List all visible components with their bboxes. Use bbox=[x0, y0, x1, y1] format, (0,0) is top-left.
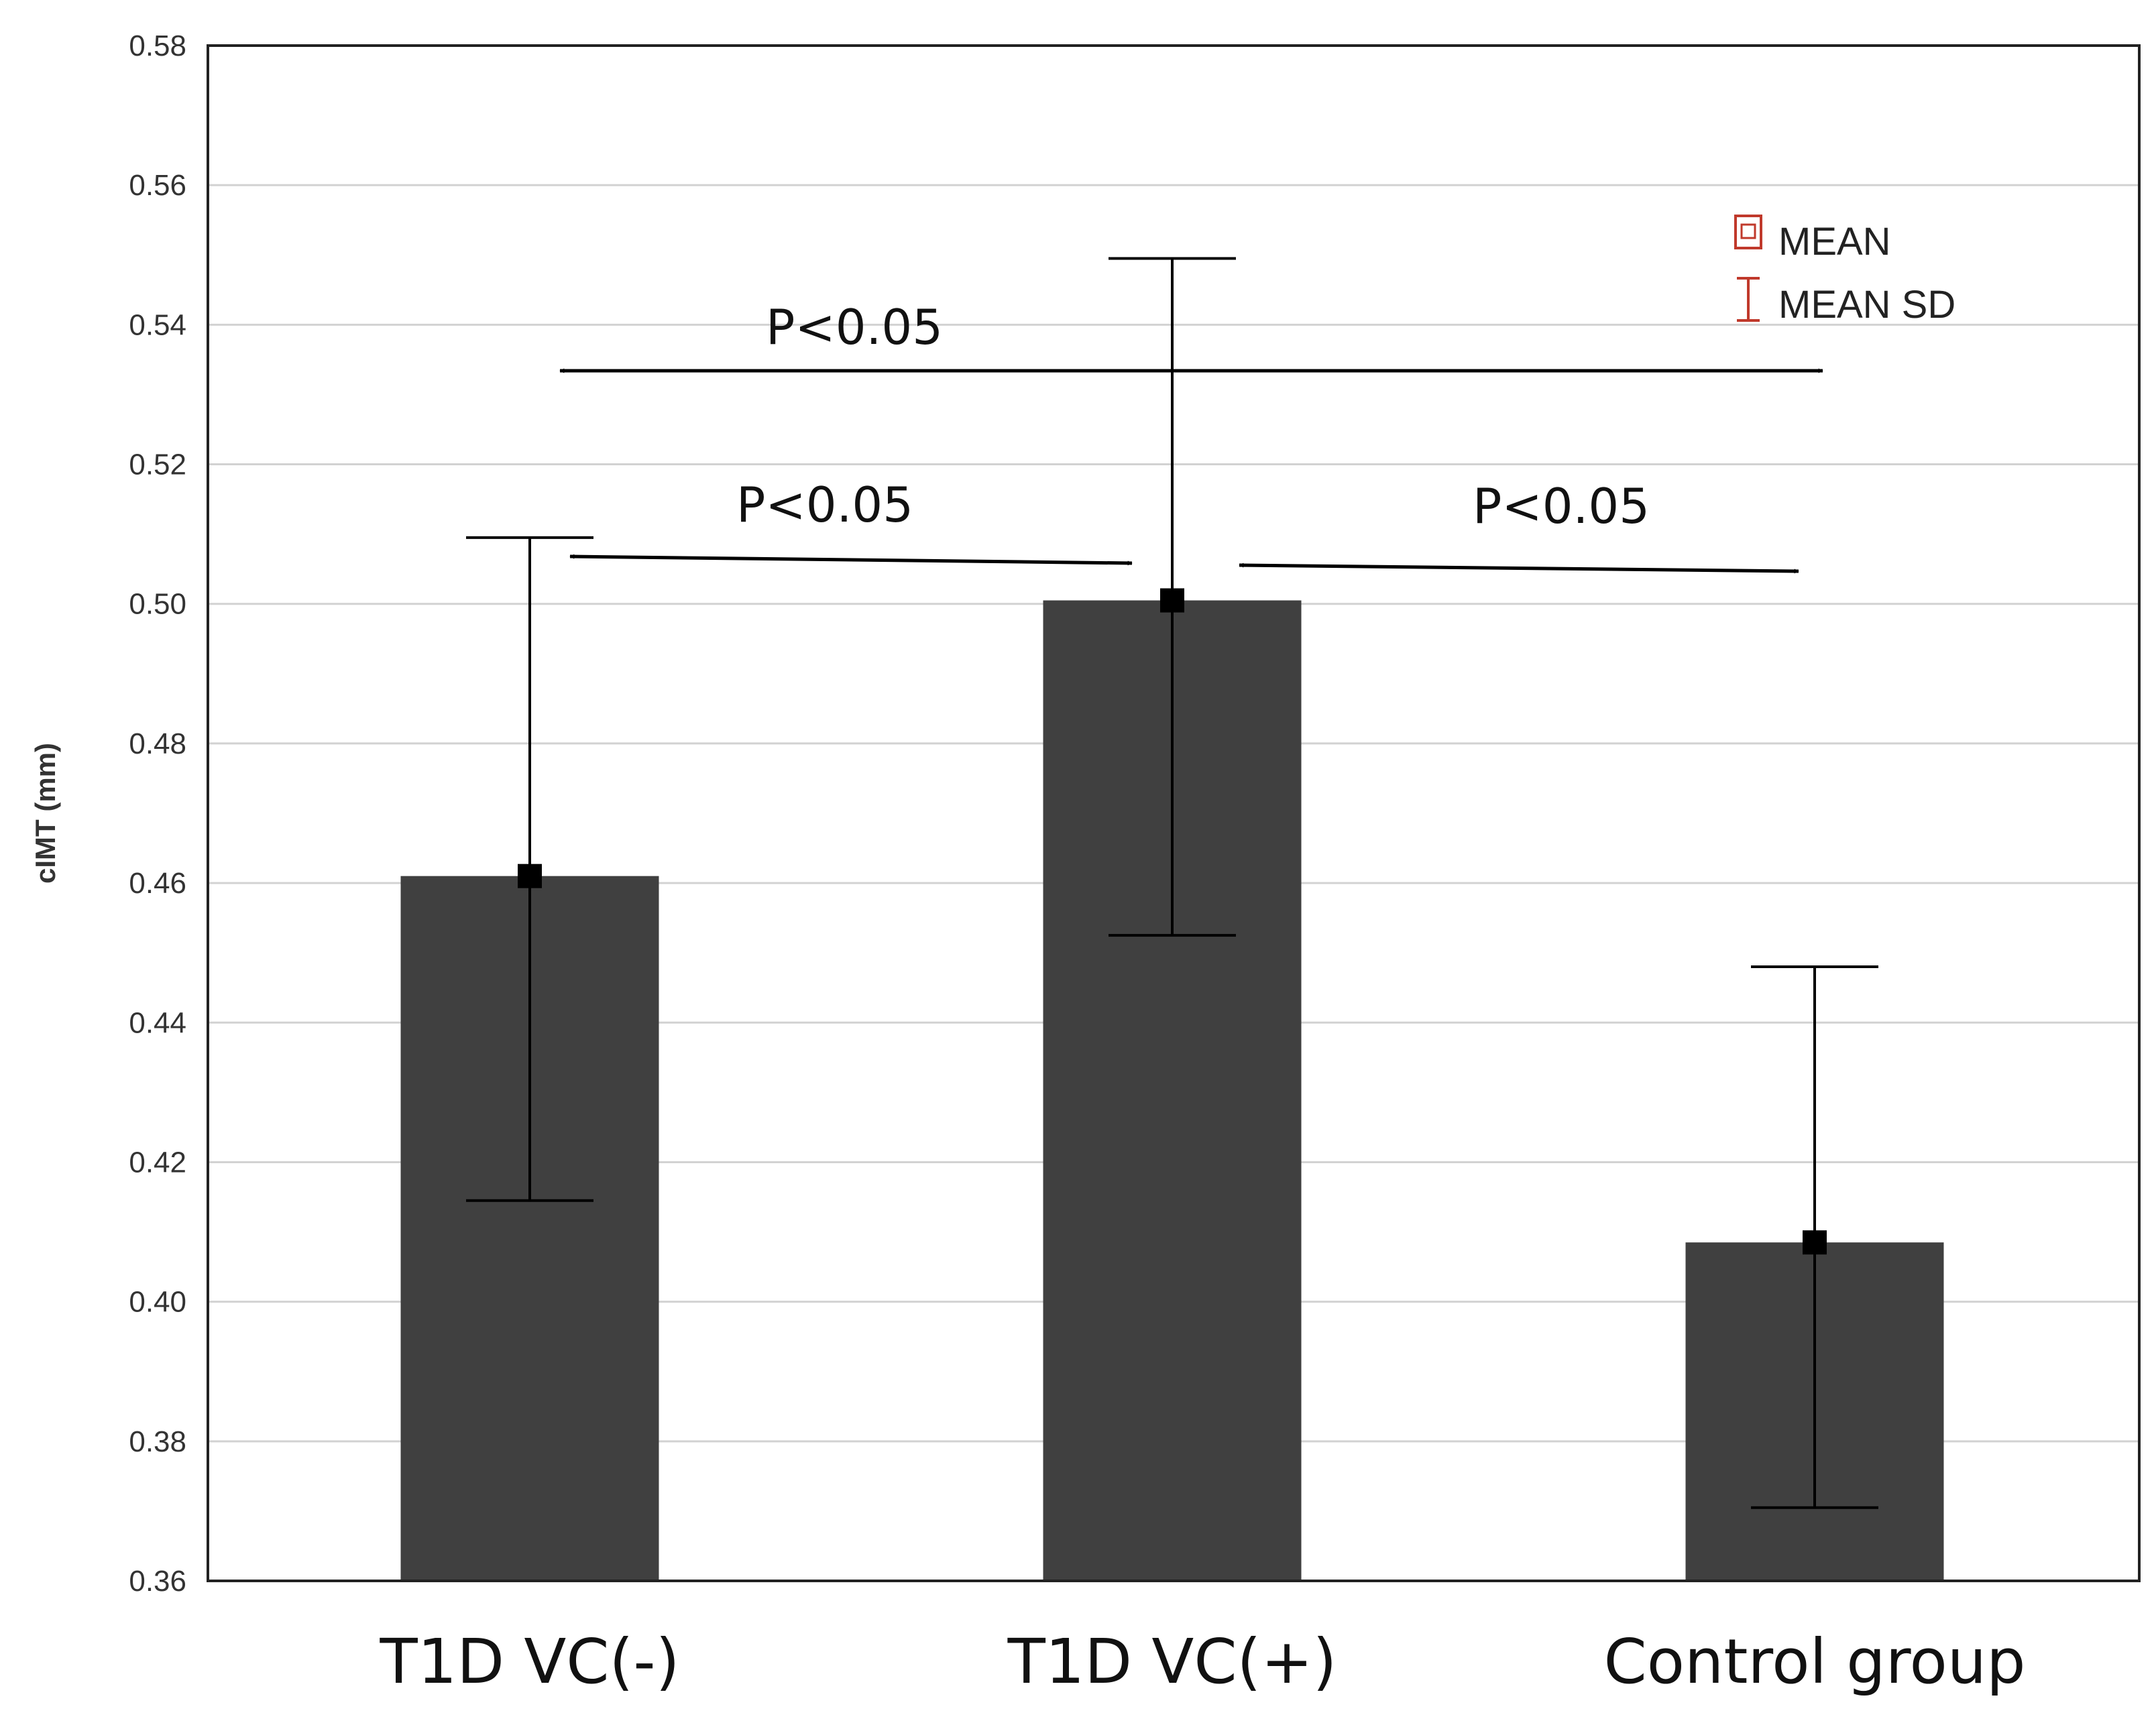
y-tick-label: 0.46 bbox=[129, 867, 186, 900]
x-category-labels: T1D VC(-) T1D VC(+) Control group bbox=[380, 1626, 2026, 1698]
significance-label: P<0.05 bbox=[1473, 478, 1650, 534]
plot-frame bbox=[207, 44, 2141, 1582]
annotations: P<0.05 P<0.05 P<0.05 bbox=[559, 299, 1823, 574]
y-tick-labels: 0.36 0.38 0.40 0.42 0.44 0.46 0.48 0.50 0.52 0.54… bbox=[129, 29, 186, 1598]
x-category-label: T1D VC(+) bbox=[1007, 1626, 1337, 1698]
y-tick-label: 0.36 bbox=[129, 1565, 186, 1598]
significance-label: P<0.05 bbox=[766, 299, 943, 355]
mean-marker bbox=[1803, 1230, 1827, 1255]
legend-mean-box bbox=[1734, 215, 1762, 249]
y-tick-label: 0.52 bbox=[129, 449, 186, 481]
y-tick-label: 0.50 bbox=[129, 588, 186, 621]
legend-mean-inner bbox=[1740, 223, 1756, 239]
y-tick-label: 0.38 bbox=[129, 1425, 186, 1458]
y-tick-label: 0.56 bbox=[129, 169, 186, 202]
significance-label: P<0.05 bbox=[736, 477, 913, 533]
legend-sd-label: MEAN SD bbox=[1778, 283, 1955, 327]
significance-arrow bbox=[569, 554, 1133, 566]
error-bars bbox=[466, 257, 1878, 1509]
y-tick-label: 0.40 bbox=[129, 1286, 186, 1319]
y-tick-label: 0.42 bbox=[129, 1146, 186, 1179]
mean-marker bbox=[1160, 588, 1184, 613]
legend-mean-label: MEAN bbox=[1778, 220, 1891, 263]
y-tick-label: 0.58 bbox=[129, 29, 186, 62]
legend: MEAN MEAN SD bbox=[1734, 215, 1955, 327]
y-axis-label: cIMT (mm) bbox=[30, 743, 61, 884]
legend-mean-icon bbox=[1734, 215, 1762, 249]
mean-marker bbox=[518, 864, 542, 888]
legend-sd-icon bbox=[1737, 277, 1760, 322]
significance-arrow bbox=[1239, 562, 1799, 574]
y-tick-label: 0.48 bbox=[129, 727, 186, 760]
x-category-label: T1D VC(-) bbox=[380, 1626, 680, 1698]
y-tick-label: 0.54 bbox=[129, 308, 186, 341]
y-tick-label: 0.44 bbox=[129, 1006, 186, 1039]
x-category-label: Control group bbox=[1604, 1626, 2026, 1698]
